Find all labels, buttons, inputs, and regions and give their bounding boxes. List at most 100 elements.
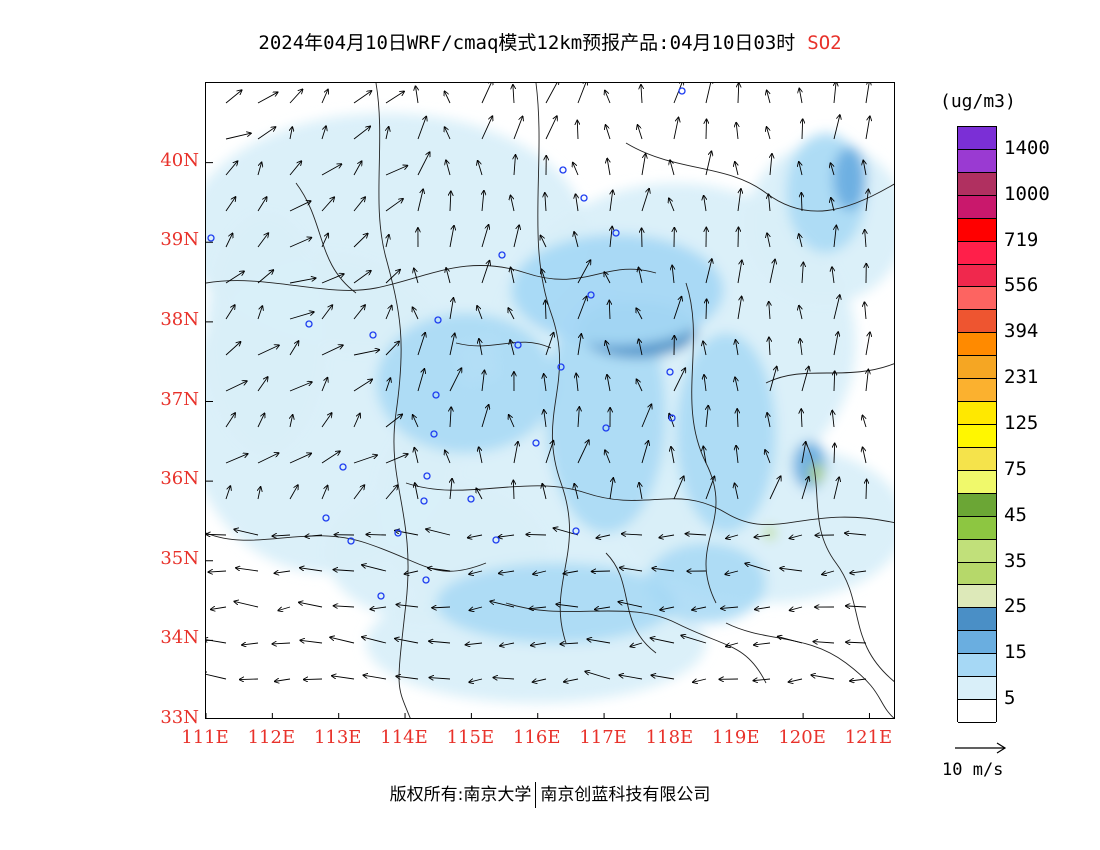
wind-arrow bbox=[225, 161, 237, 176]
wind-arrow bbox=[574, 232, 579, 248]
wind-arrow bbox=[321, 126, 326, 140]
wind-arrow bbox=[670, 160, 675, 176]
province-border bbox=[765, 363, 894, 384]
colorbar-swatch bbox=[958, 149, 996, 173]
wind-arrow bbox=[780, 568, 803, 572]
wind-arrow bbox=[865, 230, 866, 248]
wind-arrow bbox=[469, 679, 483, 682]
wind-arrow bbox=[705, 151, 711, 176]
wind-arrow bbox=[333, 570, 355, 571]
wind-arrow bbox=[500, 643, 515, 646]
wind-arrow bbox=[289, 161, 301, 176]
province-border bbox=[295, 182, 357, 294]
wind-arrow bbox=[595, 607, 611, 609]
wind-arrow bbox=[225, 486, 230, 500]
map-title: 2024年04月10日WRF/cmaq模式12km预报产品:04月10日03时 S… bbox=[0, 28, 1100, 55]
concentration-15-area bbox=[436, 563, 676, 643]
wind-arrow bbox=[321, 197, 334, 212]
wind-arrow bbox=[866, 190, 868, 212]
wind-arrow bbox=[450, 479, 452, 500]
wind-arrow bbox=[745, 563, 771, 572]
wind-arrow bbox=[545, 333, 554, 356]
wind-arrow bbox=[426, 529, 451, 536]
wind-arrow bbox=[386, 127, 389, 140]
wind-arrow bbox=[592, 571, 611, 572]
copyright: 版权所有:南京大学 南京创蓝科技有限公司 bbox=[0, 780, 1100, 808]
wind-arrow bbox=[476, 488, 483, 500]
wind-arrow bbox=[208, 571, 227, 572]
city-marker bbox=[347, 537, 355, 545]
city-marker bbox=[559, 166, 567, 174]
wind-arrow bbox=[556, 604, 579, 608]
province-border bbox=[605, 552, 657, 654]
wind-arrow bbox=[544, 410, 546, 428]
wind-arrow bbox=[673, 297, 681, 320]
wind-arrow bbox=[863, 447, 867, 464]
wind-arrow bbox=[681, 635, 707, 644]
wind-arrow bbox=[289, 453, 311, 464]
map-panel[interactable] bbox=[205, 82, 895, 719]
city-marker bbox=[434, 316, 442, 324]
wind-arrow bbox=[673, 368, 685, 392]
wind-arrow bbox=[726, 534, 739, 538]
concentration-15-area bbox=[676, 333, 776, 533]
wind-arrow bbox=[641, 154, 646, 176]
wind-arrow bbox=[738, 83, 739, 104]
wind-arrow bbox=[866, 370, 868, 392]
wind-arrow bbox=[651, 638, 675, 644]
colorbar-swatch bbox=[958, 402, 996, 425]
wind-arrow bbox=[673, 83, 683, 104]
wind-arrow bbox=[737, 260, 742, 284]
wind-arrow bbox=[242, 643, 259, 645]
wind-arrow bbox=[300, 640, 323, 643]
lon-label: 117E bbox=[579, 727, 627, 748]
wind-arrow bbox=[801, 442, 806, 464]
wind-arrow bbox=[541, 269, 547, 284]
colorbar-label: 125 bbox=[1004, 412, 1039, 434]
wind-arrow bbox=[385, 414, 402, 428]
wind-arrow bbox=[531, 643, 547, 645]
wind-arrow bbox=[605, 450, 611, 464]
wind-arrow bbox=[477, 306, 483, 320]
wind-arrow bbox=[545, 301, 546, 320]
wind-arrow bbox=[469, 607, 483, 610]
wind-vectors bbox=[206, 83, 870, 682]
wind-arrow bbox=[385, 270, 400, 284]
wind-arrow bbox=[705, 83, 711, 104]
wind-arrow bbox=[272, 535, 291, 536]
wind-arrow bbox=[735, 377, 738, 392]
wind-arrow bbox=[257, 377, 268, 392]
wind-arrow bbox=[822, 570, 835, 574]
wind-arrow bbox=[353, 234, 368, 248]
wind-arrow bbox=[304, 679, 323, 680]
wind-arrow bbox=[865, 83, 869, 104]
wind-arrow bbox=[353, 379, 372, 392]
colorbar-swatch bbox=[958, 425, 996, 448]
wind-arrow bbox=[769, 260, 775, 284]
wind-arrow bbox=[641, 404, 651, 428]
wind-arrow bbox=[811, 675, 835, 680]
wind-arrow bbox=[482, 191, 484, 212]
wind-arrow bbox=[417, 117, 426, 140]
wind-arrow bbox=[386, 235, 389, 248]
wind-arrow bbox=[737, 297, 742, 320]
city-marker bbox=[422, 576, 430, 584]
city-marker bbox=[432, 391, 440, 399]
city-marker bbox=[666, 368, 674, 376]
wind-arrow bbox=[450, 191, 451, 212]
wind-arrow bbox=[289, 278, 316, 284]
wind-arrow bbox=[790, 606, 803, 610]
city-marker bbox=[668, 414, 676, 422]
wind-arrow bbox=[225, 233, 233, 248]
wind-arrow bbox=[450, 407, 451, 428]
wind-arrow bbox=[468, 535, 483, 538]
colorbar-swatch bbox=[958, 310, 996, 334]
wind-arrow bbox=[606, 125, 611, 140]
colorbar-label: 75 bbox=[1004, 457, 1027, 480]
wind-arrow bbox=[778, 637, 803, 644]
concentration-units: (ug/m3) bbox=[940, 91, 1016, 112]
wind-arrow bbox=[385, 166, 407, 176]
wind-arrow bbox=[693, 679, 707, 682]
wind-arrow bbox=[289, 341, 299, 356]
wind-arrow bbox=[481, 405, 489, 428]
